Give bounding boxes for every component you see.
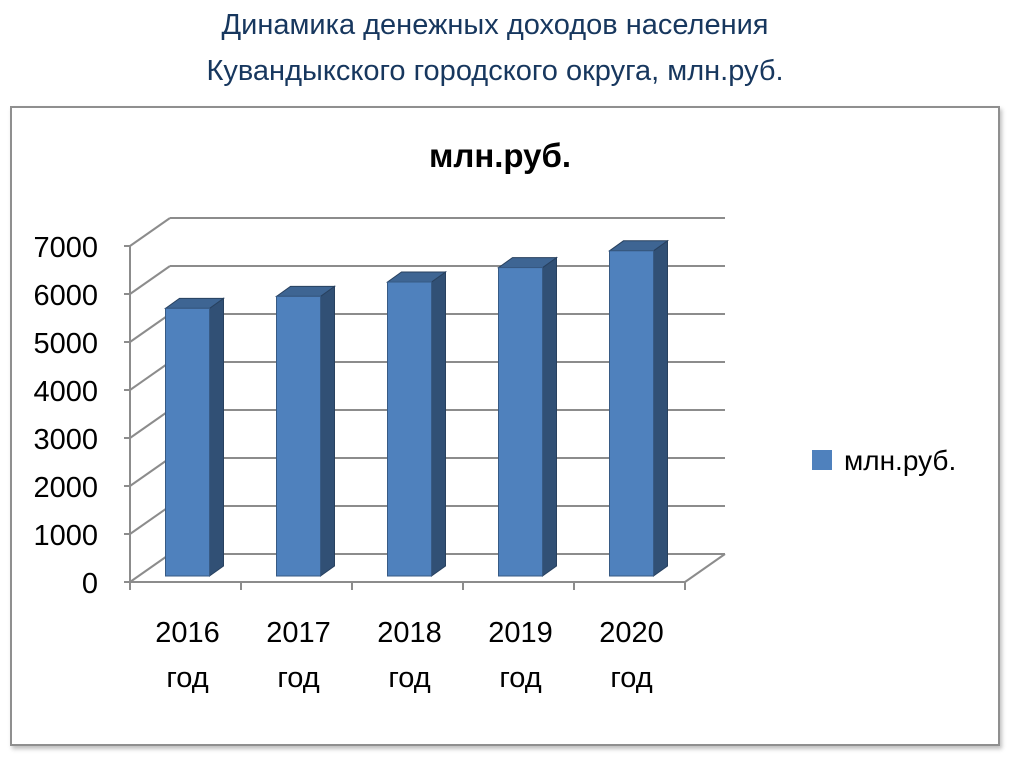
bar-front	[498, 267, 543, 577]
slide-title: Динамика денежных доходов населения Кува…	[0, 2, 990, 94]
bar-side	[320, 285, 335, 577]
bar-layer	[163, 239, 670, 577]
gridline-side	[129, 265, 171, 295]
bar-side	[209, 297, 224, 577]
gridline-side	[129, 313, 171, 343]
x-tick-label: 2019	[488, 617, 553, 649]
legend-swatch	[812, 450, 832, 470]
y-tick-label: 6000	[33, 280, 98, 312]
gridline-side	[129, 553, 171, 583]
x-tick-label: 2018	[377, 617, 442, 649]
legend: млн.руб.	[812, 445, 956, 476]
x-tick-label: год	[388, 662, 430, 694]
gridline-side	[129, 217, 171, 247]
x-tick-label: год	[277, 662, 319, 694]
x-tick-label: 2020	[599, 617, 664, 649]
y-tick-label: 1000	[33, 520, 98, 552]
y-tick-label: 5000	[33, 328, 98, 360]
x-tick-label: 2017	[266, 617, 331, 649]
axis-layer	[124, 245, 726, 590]
bar	[274, 285, 337, 577]
floor-edge	[684, 553, 726, 583]
y-tick-label: 4000	[33, 376, 98, 408]
bar-front	[609, 250, 654, 577]
slide-title-line-1: Динамика денежных доходов населения	[221, 9, 769, 41]
y-tick-label: 3000	[33, 424, 98, 456]
slide-title-line-2: Кувандыкского городского округа, млн.руб…	[206, 55, 784, 87]
bar	[385, 271, 448, 577]
bar	[607, 239, 670, 577]
bar-front	[165, 307, 210, 577]
label-layer: 0 1000 2000 3000 4000 5000 6000 7000 2016 год 2017…	[33, 232, 663, 694]
gridline-side	[129, 409, 171, 439]
y-tick-label: 7000	[33, 232, 98, 264]
bar	[163, 297, 226, 577]
x-tick-label: год	[166, 662, 208, 694]
bar	[496, 256, 559, 577]
bar-side	[542, 256, 557, 577]
y-tick-label: 0	[82, 568, 98, 600]
bar-side	[653, 239, 668, 577]
x-tick-label: год	[499, 662, 541, 694]
x-tick-label: год	[610, 662, 652, 694]
gridline-side	[129, 457, 171, 487]
bar-front	[387, 281, 432, 577]
legend-label: млн.руб.	[844, 445, 956, 476]
bar-side	[431, 271, 446, 577]
x-tick-label: 2016	[155, 617, 220, 649]
y-tick-label: 2000	[33, 472, 98, 504]
gridline-side	[129, 361, 171, 391]
gridline-side	[129, 505, 171, 535]
bar-front	[276, 295, 321, 577]
chart-title: млн.руб.	[429, 137, 571, 174]
